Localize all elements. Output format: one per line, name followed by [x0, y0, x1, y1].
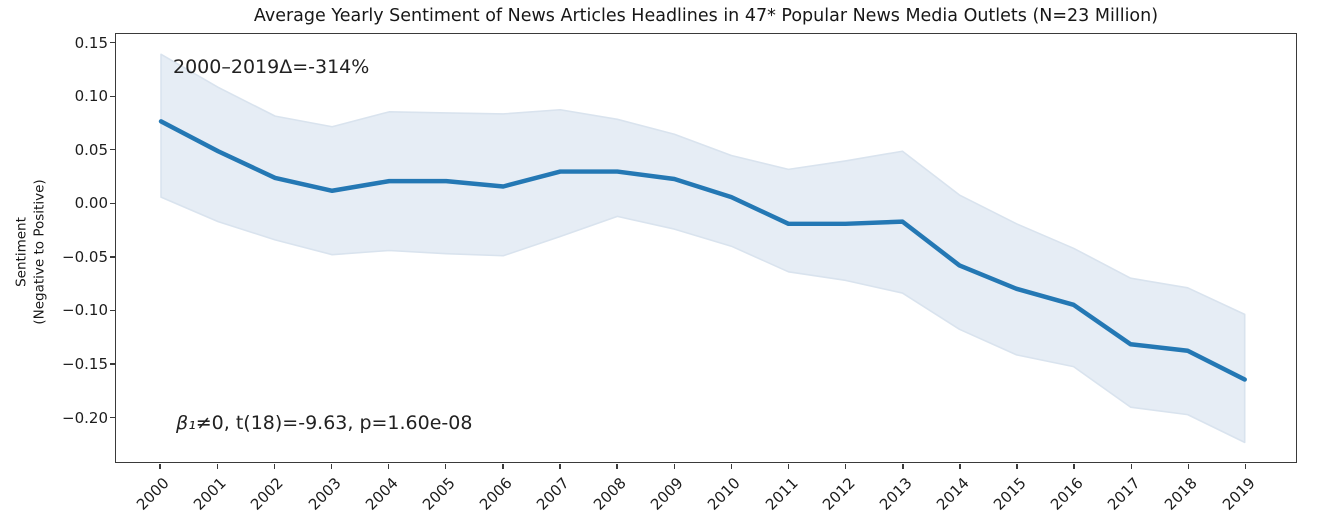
x-tick-label: 2007 [533, 474, 573, 514]
x-tick-label: 2018 [1161, 474, 1202, 514]
x-tick-mark [559, 463, 561, 469]
chart-canvas [158, 53, 1247, 444]
x-tick-mark [330, 463, 333, 469]
x-tick-mark [1016, 463, 1018, 469]
y-tick-label: 0.10 [74, 87, 108, 106]
y-tick-mark [109, 363, 115, 365]
x-tick-label: 2002 [247, 474, 288, 514]
x-tick-mark [844, 463, 847, 469]
y-tick-mark [109, 256, 115, 258]
x-tick-mark [502, 463, 504, 469]
y-tick-mark [109, 416, 115, 419]
x-tick-mark [1244, 463, 1247, 469]
y-tick-mark [109, 41, 115, 44]
y-tick-label: −0.20 [62, 408, 108, 427]
confidence-band [160, 53, 1246, 444]
x-tick-mark [787, 463, 790, 469]
y-tick-mark [109, 202, 115, 205]
x-tick-label: 2010 [704, 474, 745, 514]
x-tick-mark [959, 463, 961, 469]
y-tick-label: −0.15 [62, 355, 108, 374]
x-tick-mark [1073, 463, 1075, 469]
x-tick-label: 2000 [133, 474, 173, 514]
x-tick-mark [902, 463, 904, 469]
x-tick-mark [1187, 463, 1190, 469]
y-tick-label: 0.00 [74, 194, 108, 213]
x-tick-label: 2011 [761, 474, 802, 514]
x-tick-label: 2017 [1104, 474, 1145, 514]
x-tick-label: 2005 [418, 474, 459, 514]
stats-annotation: β₁≠0, t(18)=-9.63, p=1.60e-08 [176, 412, 472, 434]
x-tick-label: 2009 [647, 474, 688, 514]
x-tick-label: 2015 [990, 474, 1030, 514]
x-tick-mark [673, 463, 675, 469]
x-tick-mark [387, 463, 390, 469]
sentiment-line [158, 119, 1247, 382]
x-tick-label: 2016 [1047, 474, 1087, 514]
chart-title: Average Yearly Sentiment of News Article… [253, 6, 1159, 26]
x-tick-label: 2003 [304, 474, 345, 514]
x-tick-label: 2013 [875, 474, 916, 514]
x-tick-mark [216, 463, 218, 469]
x-tick-mark [1130, 463, 1133, 469]
x-tick-label: 2004 [361, 474, 402, 514]
stats-annotation-beta: β₁ [176, 412, 196, 434]
x-tick-label: 2019 [1218, 474, 1259, 514]
y-tick-label: −0.10 [62, 301, 108, 320]
y-tick-label: 0.05 [74, 140, 108, 159]
stats-annotation-rest: ≠0, t(18)=-9.63, p=1.60e-08 [195, 412, 473, 434]
x-tick-label: 2014 [932, 474, 973, 514]
delta-annotation: 2000–2019Δ=-314% [173, 56, 370, 78]
x-tick-mark [159, 463, 161, 469]
plot-area: 2000–2019Δ=-314% β₁≠0, t(18)=-9.63, p=1.… [115, 33, 1297, 463]
x-tick-label: 2006 [475, 474, 516, 514]
x-tick-mark [730, 463, 733, 469]
x-tick-label: 2012 [818, 474, 859, 514]
x-tick-mark [273, 463, 276, 469]
x-tick-mark [616, 463, 618, 469]
y-tick-mark [109, 95, 115, 97]
y-tick-mark [109, 309, 115, 312]
x-tick-mark [445, 463, 447, 469]
x-tick-label: 2008 [590, 474, 630, 514]
x-tick-label: 2001 [190, 474, 230, 514]
y-tick-label: 0.15 [74, 33, 108, 52]
y-tick-mark [109, 149, 115, 151]
y-axis-label-line1: Sentiment [13, 217, 30, 287]
y-tick-label: −0.05 [62, 247, 108, 266]
